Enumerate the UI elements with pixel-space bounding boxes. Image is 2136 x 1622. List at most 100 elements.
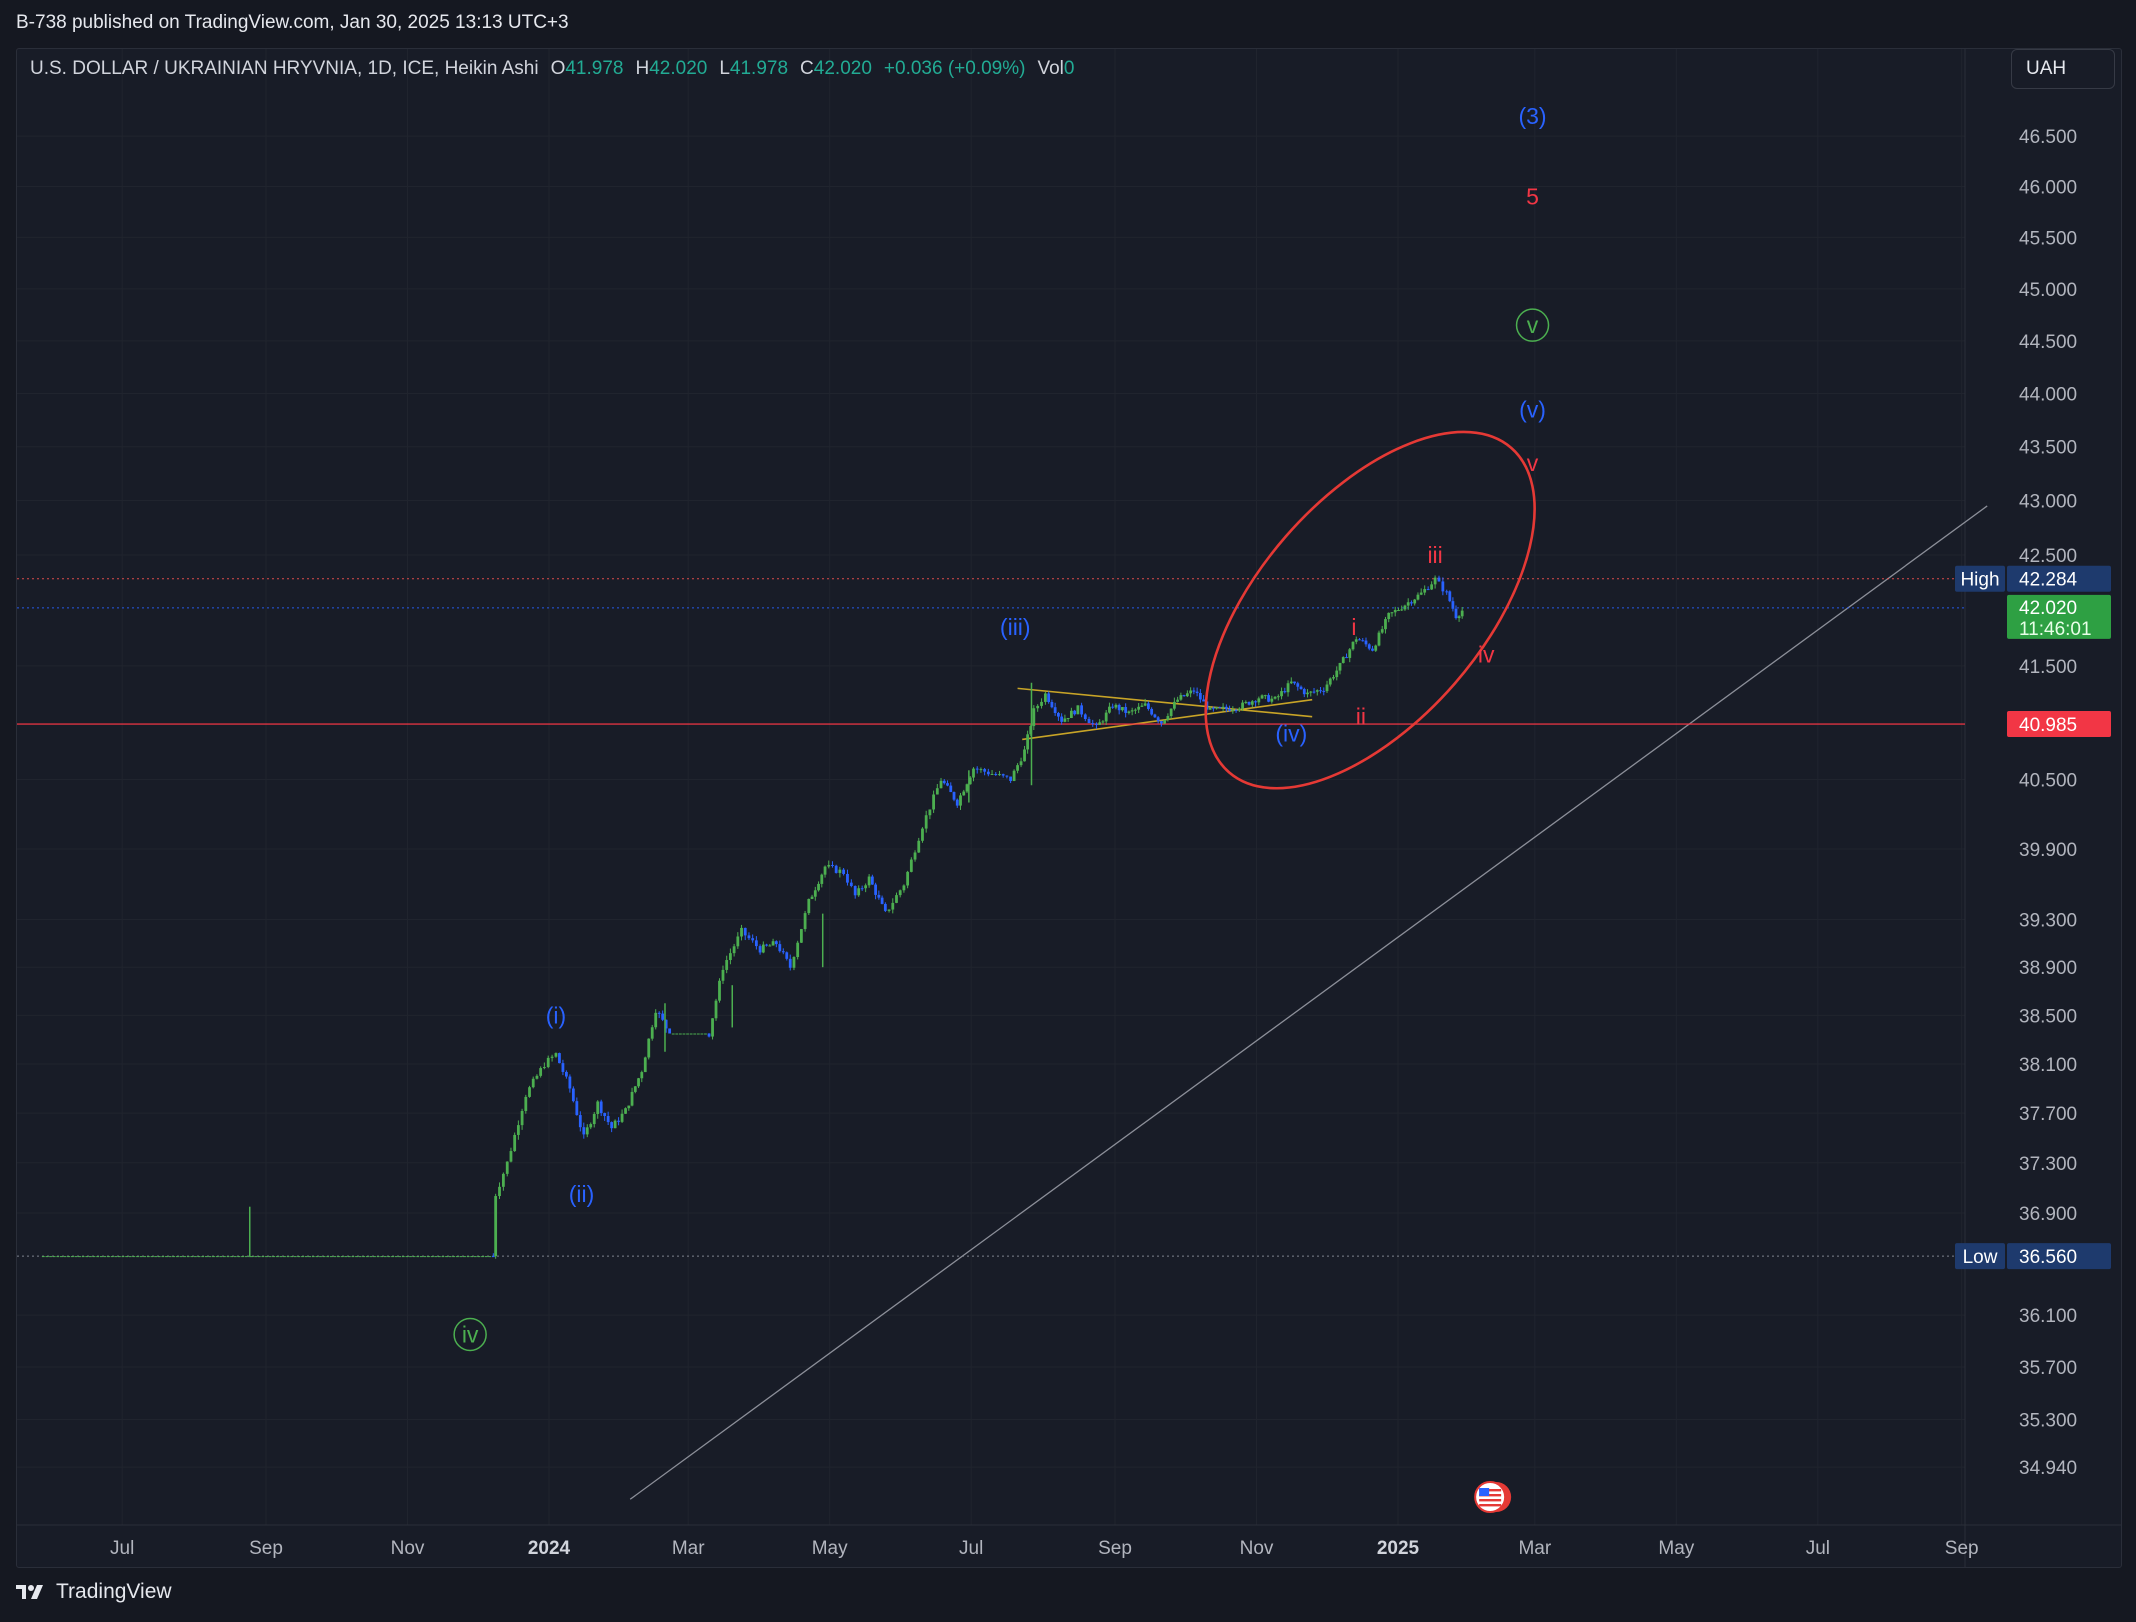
chart-pane[interactable]: (3) 5 v (v) v iii (iii) i iv ii (iv) (i) (ii) iv 46.50… [16, 48, 2122, 1568]
chart-canvas[interactable]: (3) 5 v (v) v iii (iii) i iv ii (iv) (i) (ii) iv 46.50… [17, 49, 2121, 1567]
candle-body [423, 1256, 427, 1258]
candle-body [1423, 589, 1427, 593]
wave-label: iv [462, 1321, 479, 1347]
candle-body [650, 1027, 654, 1039]
candle-body [230, 1256, 234, 1258]
candle-body [917, 840, 921, 853]
candle-body [860, 888, 864, 890]
time-tick-label: Mar [1518, 1538, 1551, 1559]
symbol-title[interactable]: U.S. DOLLAR / UKRAINIAN HRYVNIA, 1D, ICE… [30, 58, 539, 79]
candle-body [1367, 644, 1371, 649]
candle-body [117, 1256, 121, 1258]
candle-body [592, 1113, 596, 1125]
candle-body [1257, 698, 1261, 703]
elliott-wave-labels: (3) 5 v (v) v iii (iii) i iv ii (iv) (i) (ii) iv [453, 103, 1550, 1352]
candle-body [831, 864, 834, 866]
highlight-ellipse [1204, 430, 1536, 790]
footer-brand[interactable]: TradingView [16, 1580, 172, 1604]
candle-body [1237, 708, 1241, 711]
candle-body [1029, 726, 1033, 735]
flag-stripe [1479, 1494, 1502, 1497]
candle-body [949, 785, 953, 793]
candle-body [686, 1033, 689, 1035]
candle-body [781, 951, 785, 953]
candle-body [1241, 702, 1244, 709]
candle-body [880, 897, 884, 904]
candle-body [792, 957, 796, 968]
wave-label: i [1351, 614, 1356, 640]
candle-body [952, 792, 956, 800]
candle-body [1247, 701, 1251, 705]
price-tick-label: 39.300 [2019, 911, 2077, 932]
time-tick-label: Nov [391, 1538, 425, 1559]
candle-body [671, 1033, 675, 1035]
candle-body [736, 936, 740, 947]
candle-body [1231, 709, 1235, 711]
candle-body [788, 958, 792, 968]
price-tick-label: 39.900 [2019, 840, 2077, 861]
time-tick-label: Sep [1098, 1538, 1132, 1559]
candle-body [906, 871, 910, 886]
candle-body [1345, 657, 1348, 659]
candle-body [219, 1256, 223, 1258]
candle-body [250, 1256, 254, 1258]
wave-label: (i) [546, 1002, 566, 1028]
candle-body [1250, 701, 1254, 705]
candle-body [347, 1256, 351, 1258]
candle-body [437, 1256, 441, 1258]
candle-body [1293, 681, 1296, 684]
candle-body [311, 1256, 315, 1258]
candle-body [1182, 695, 1186, 697]
candle-body [1448, 591, 1452, 602]
candle-body [132, 1256, 136, 1258]
candle-body [168, 1256, 172, 1258]
candle-body [279, 1256, 283, 1258]
candle-body [939, 780, 943, 789]
candle-body [898, 890, 902, 896]
candle-body [286, 1256, 290, 1258]
price-tick-label: 35.300 [2019, 1410, 2077, 1431]
candle-body [412, 1256, 416, 1258]
candle-body [747, 935, 751, 939]
candle-body [1091, 723, 1095, 725]
price-tick-label: 36.900 [2019, 1204, 2077, 1225]
candle-body [459, 1256, 463, 1258]
candle-body [1134, 709, 1137, 711]
triangle-trendline [1017, 687, 1313, 718]
low-value: 41.978 [729, 58, 789, 79]
candle-body [197, 1256, 201, 1258]
price-line-value: 42.284 [2019, 570, 2078, 591]
candle-body [283, 1256, 286, 1258]
candle-body [1260, 695, 1264, 699]
candle-body [633, 1086, 637, 1092]
wave-label-circle [453, 1317, 487, 1352]
candle-body [1315, 690, 1319, 692]
candle-body [1457, 616, 1461, 619]
candle-body [870, 876, 874, 885]
candle-body [721, 969, 725, 981]
candle-body [524, 1096, 528, 1111]
candle-body [664, 1019, 668, 1029]
candle-body [810, 896, 814, 899]
last-price-value: 42.020 [2019, 598, 2077, 619]
candle-body [315, 1256, 319, 1258]
footer-brand-label: TradingView [56, 1580, 172, 1603]
candle-body [613, 1120, 617, 1129]
currency-button[interactable]: UAH [2011, 49, 2115, 89]
candle-body [606, 1116, 610, 1123]
candle-body [842, 869, 845, 874]
time-tick-label: Jul [959, 1538, 983, 1559]
price-series [41, 575, 1464, 1259]
candle-body [838, 869, 842, 873]
candle-body [1351, 641, 1355, 650]
price-tick-label: 37.300 [2019, 1154, 2077, 1175]
candle-body [301, 1256, 304, 1258]
wave-label: ii [1356, 704, 1366, 730]
candle-body [1244, 701, 1248, 703]
candle-body [505, 1161, 509, 1174]
wave-label: 5 [1526, 184, 1539, 210]
time-axis: Jul Sep Nov 2024 Mar May Jul Sep Nov 2025 Mar May Ju… [110, 1538, 1979, 1559]
candle-body [891, 902, 895, 910]
candle-body [477, 1256, 481, 1258]
candle-body [391, 1256, 394, 1258]
